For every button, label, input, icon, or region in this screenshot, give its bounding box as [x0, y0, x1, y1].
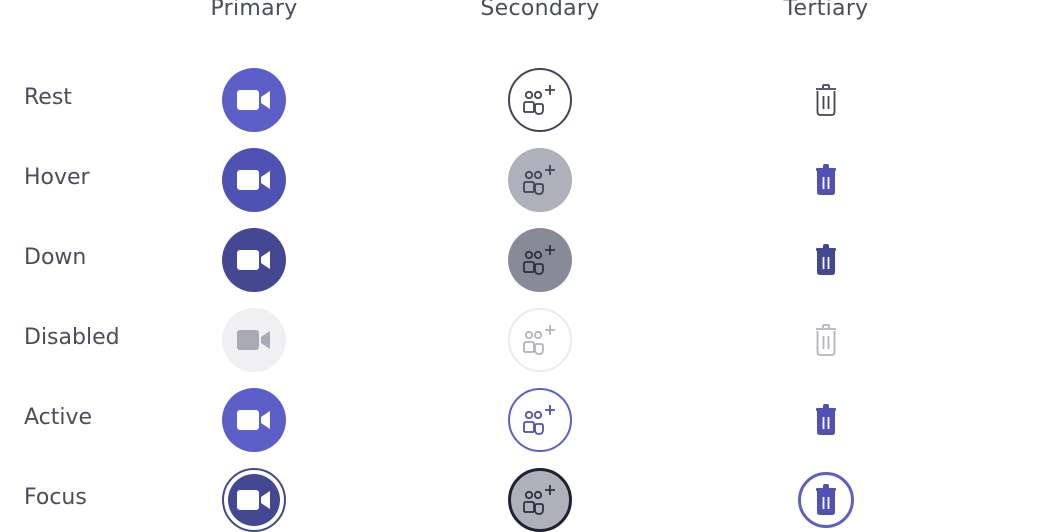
tertiary-button-active[interactable] — [798, 392, 854, 448]
video-camera-icon — [237, 490, 270, 510]
video-camera-icon — [237, 410, 270, 430]
trash-icon — [816, 404, 836, 435]
tertiary-button-focus[interactable] — [798, 472, 854, 528]
secondary-button-focus[interactable] — [508, 468, 572, 532]
video-camera-icon — [237, 250, 270, 270]
add-people-icon — [523, 165, 555, 195]
row-label-rest: Rest — [24, 85, 72, 110]
row-label-down: Down — [24, 245, 87, 270]
tertiary-button-disabled — [798, 312, 854, 368]
primary-button-hover[interactable] — [222, 148, 286, 212]
row-label-active: Active — [24, 405, 93, 430]
trash-icon — [816, 244, 836, 275]
add-people-icon — [523, 85, 555, 115]
secondary-button-down[interactable] — [508, 228, 572, 292]
secondary-button-disabled — [508, 308, 572, 372]
primary-button-rest[interactable] — [222, 68, 286, 132]
secondary-button-rest[interactable] — [508, 68, 572, 132]
row-label-disabled: Disabled — [24, 325, 120, 350]
secondary-button-hover[interactable] — [508, 148, 572, 212]
column-header-secondary: Secondary — [480, 0, 600, 21]
primary-button-down[interactable] — [222, 228, 286, 292]
video-camera-icon — [237, 90, 270, 110]
trash-icon — [816, 324, 836, 356]
primary-button-focus-inner — [228, 474, 280, 526]
add-people-icon — [523, 245, 555, 275]
tertiary-button-rest[interactable] — [798, 72, 854, 128]
primary-button-focus[interactable] — [222, 468, 286, 532]
column-header-tertiary: Tertiary — [783, 0, 869, 21]
trash-icon — [816, 84, 836, 116]
tertiary-button-down[interactable] — [798, 232, 854, 288]
add-people-icon — [523, 405, 555, 435]
trash-icon — [816, 484, 836, 515]
video-camera-icon — [237, 330, 270, 350]
primary-button-disabled — [222, 308, 286, 372]
tertiary-button-hover[interactable] — [798, 152, 854, 208]
secondary-button-active[interactable] — [508, 388, 572, 452]
add-people-icon — [523, 485, 555, 515]
row-label-focus: Focus — [24, 485, 87, 510]
video-camera-icon — [237, 170, 270, 190]
add-people-icon — [523, 325, 555, 355]
row-label-hover: Hover — [24, 165, 90, 190]
trash-icon — [816, 164, 836, 195]
primary-button-active[interactable] — [222, 388, 286, 452]
column-header-primary: Primary — [210, 0, 298, 21]
